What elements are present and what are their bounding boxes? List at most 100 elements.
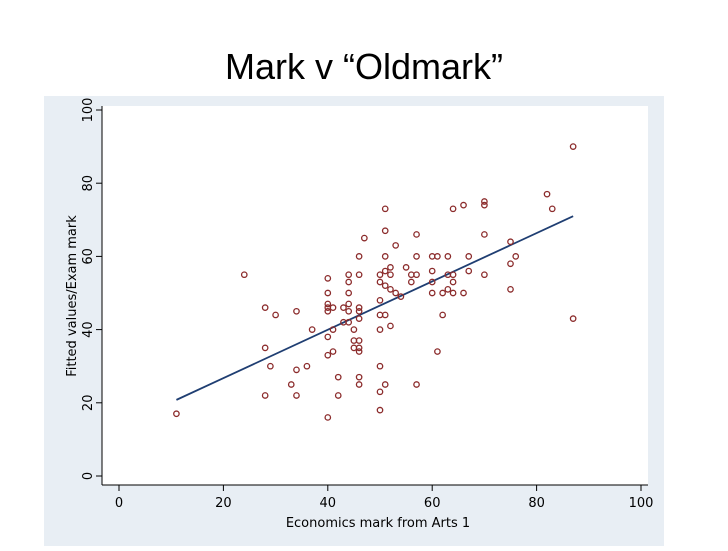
data-point bbox=[329, 348, 337, 355]
data-point bbox=[381, 282, 389, 290]
data-point bbox=[387, 264, 394, 271]
data-point bbox=[413, 231, 420, 238]
data-point bbox=[355, 307, 363, 315]
x-tick-label: 40 bbox=[320, 496, 337, 511]
data-point bbox=[324, 307, 332, 315]
data-point bbox=[293, 366, 300, 374]
data-point bbox=[507, 260, 514, 268]
data-point bbox=[350, 326, 358, 333]
data-point bbox=[340, 304, 347, 311]
data-point bbox=[355, 373, 363, 381]
data-point bbox=[324, 351, 332, 359]
data-point bbox=[293, 307, 300, 315]
data-point bbox=[381, 253, 389, 260]
data-point bbox=[444, 285, 452, 293]
data-point bbox=[376, 278, 384, 286]
data-point bbox=[329, 304, 337, 311]
data-point bbox=[240, 271, 248, 279]
data-point bbox=[481, 271, 488, 279]
data-point bbox=[460, 289, 467, 297]
data-point bbox=[324, 300, 332, 308]
data-point bbox=[293, 392, 300, 399]
data-point bbox=[392, 242, 400, 249]
data-point bbox=[381, 267, 389, 275]
data-point bbox=[345, 278, 353, 286]
data-point bbox=[261, 344, 269, 352]
data-point bbox=[376, 296, 384, 304]
x-tick-label: 0 bbox=[115, 496, 123, 511]
x-axis: 0 20 40 60 80 100 bbox=[115, 485, 653, 511]
data-point bbox=[324, 275, 332, 282]
data-point bbox=[444, 253, 452, 260]
data-point bbox=[355, 304, 363, 311]
data-point bbox=[507, 285, 514, 293]
data-point bbox=[329, 326, 337, 333]
data-point bbox=[512, 253, 520, 260]
data-point bbox=[376, 388, 384, 396]
data-point bbox=[345, 271, 353, 279]
y-axis: 0 20 40 60 80 100 bbox=[81, 98, 102, 480]
data-point bbox=[413, 381, 420, 388]
data-point bbox=[308, 326, 316, 333]
data-point bbox=[376, 406, 384, 414]
data-point bbox=[360, 234, 368, 242]
data-point bbox=[481, 201, 488, 209]
data-point bbox=[345, 307, 353, 315]
data-point bbox=[324, 289, 332, 297]
data-point bbox=[402, 264, 410, 271]
data-point bbox=[381, 381, 389, 388]
y-axis-label: Fitted values/Exam mark bbox=[65, 215, 80, 377]
data-point bbox=[449, 271, 457, 279]
data-point bbox=[345, 318, 353, 326]
data-point bbox=[548, 205, 556, 213]
data-point bbox=[465, 253, 473, 260]
data-point bbox=[345, 300, 353, 308]
data-point bbox=[345, 289, 353, 297]
data-point bbox=[303, 362, 311, 370]
data-point bbox=[465, 267, 473, 275]
data-point bbox=[413, 253, 420, 260]
data-point bbox=[381, 227, 389, 235]
data-point bbox=[324, 414, 332, 421]
data-point bbox=[439, 311, 446, 319]
data-point bbox=[428, 267, 436, 275]
data-point bbox=[355, 337, 363, 344]
data-point bbox=[376, 271, 384, 279]
chart-svg: 0 20 40 60 80 100 0 20 40 60 80 100 Economics mark… bbox=[44, 96, 664, 546]
data-point bbox=[413, 271, 420, 279]
data-point bbox=[434, 253, 441, 260]
data-point bbox=[376, 326, 384, 333]
data-point bbox=[387, 285, 394, 293]
scatter-chart: 0 20 40 60 80 100 0 20 40 60 80 100 Economics mark… bbox=[44, 96, 664, 546]
data-point bbox=[334, 392, 342, 399]
data-point bbox=[261, 304, 269, 311]
data-point bbox=[449, 289, 457, 297]
data-point bbox=[434, 348, 441, 355]
data-point bbox=[173, 410, 180, 418]
x-tick-label: 80 bbox=[528, 496, 545, 511]
data-point bbox=[460, 201, 467, 209]
y-tick-label: 60 bbox=[81, 248, 96, 265]
data-point bbox=[355, 381, 363, 388]
data-point bbox=[449, 205, 457, 213]
data-point bbox=[481, 198, 488, 205]
data-point bbox=[392, 289, 400, 297]
y-tick-label: 80 bbox=[81, 175, 96, 192]
data-point bbox=[387, 322, 394, 330]
data-point bbox=[387, 271, 394, 279]
x-axis-label: Economics mark from Arts 1 bbox=[286, 516, 470, 531]
y-tick-label: 100 bbox=[81, 98, 96, 123]
y-tick-label: 20 bbox=[81, 395, 96, 412]
data-point bbox=[334, 373, 342, 381]
data-point bbox=[481, 231, 488, 238]
data-points-layer bbox=[173, 143, 577, 421]
data-point bbox=[543, 190, 551, 198]
fitted-values-line bbox=[176, 215, 574, 401]
data-point bbox=[355, 348, 363, 355]
plot-area bbox=[102, 106, 648, 485]
data-point bbox=[569, 143, 577, 150]
data-point bbox=[376, 362, 384, 370]
x-tick-label: 20 bbox=[215, 496, 232, 511]
data-point bbox=[449, 278, 457, 286]
data-point bbox=[355, 315, 363, 322]
